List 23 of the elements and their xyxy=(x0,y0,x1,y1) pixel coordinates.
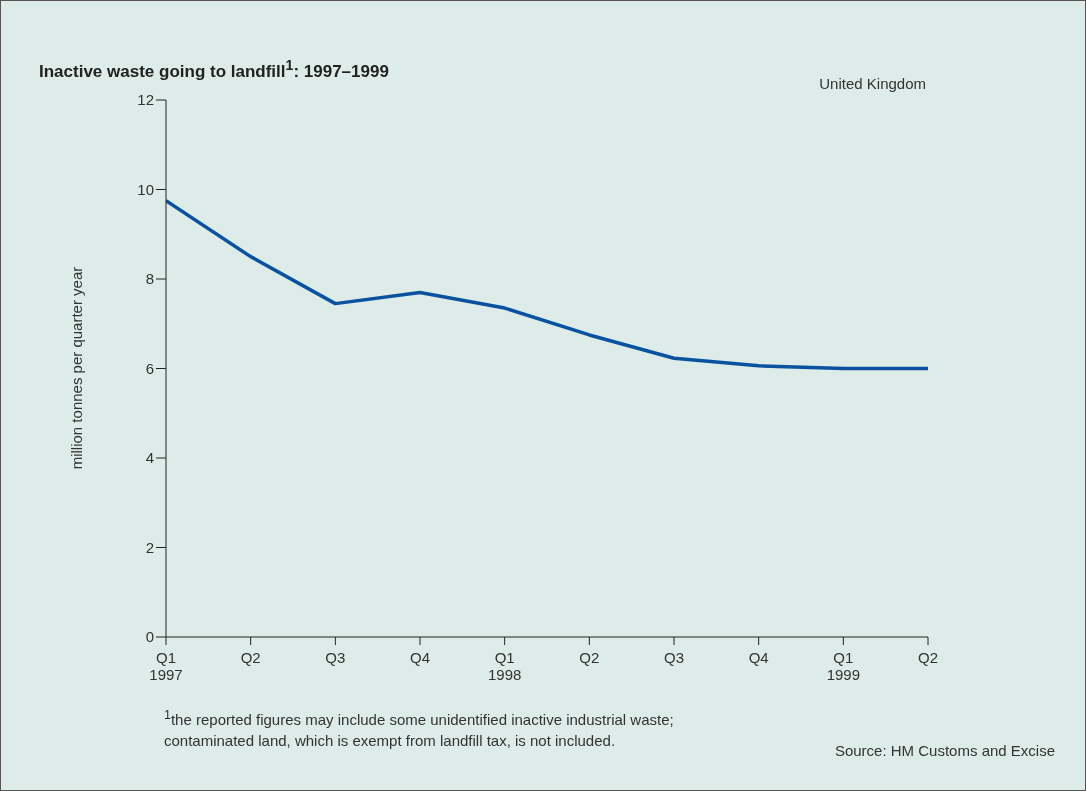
line-series xyxy=(166,198,928,371)
y-tick-label: 12 xyxy=(137,91,154,109)
y-axis-title: million tonnes per quarter year xyxy=(67,266,85,470)
x-tick-label: Q3 xyxy=(663,649,685,666)
y-tick-label: 10 xyxy=(137,180,154,198)
y-tick-label: 6 xyxy=(145,359,154,377)
x-tick-label: Q2 xyxy=(240,649,261,666)
y-tick-label: 8 xyxy=(145,270,154,288)
chart-title: Inactive waste going to landfill$^{1}$: 1997–1999 xyxy=(39,57,389,82)
x-tick-label: Q2 xyxy=(579,649,600,666)
x-tick-label: Q1 1998 xyxy=(487,649,522,683)
x-tick-label: Q1 1997 xyxy=(149,649,183,683)
text: United Kingdom xyxy=(819,75,926,92)
x-tick-label: Q4 xyxy=(748,649,769,666)
x-tick-label: Q1 1999 xyxy=(826,649,861,683)
source-note: Source: HM Customs and Excise xyxy=(834,742,1055,759)
x-tick-label: Q2 xyxy=(917,649,939,666)
y-tick-label: 0 xyxy=(145,628,154,646)
y-tick-label: 2 xyxy=(145,538,154,556)
x-tick-label: Q3 xyxy=(325,649,346,666)
x-tick-label: Q4 xyxy=(409,649,431,666)
text: $^{1}$the reported figures may include some unidentified inactive industrial waste; contaminated land, which is exempt from landfill tax, is not included. xyxy=(164,707,674,751)
y-tick-label: 4 xyxy=(145,449,154,467)
